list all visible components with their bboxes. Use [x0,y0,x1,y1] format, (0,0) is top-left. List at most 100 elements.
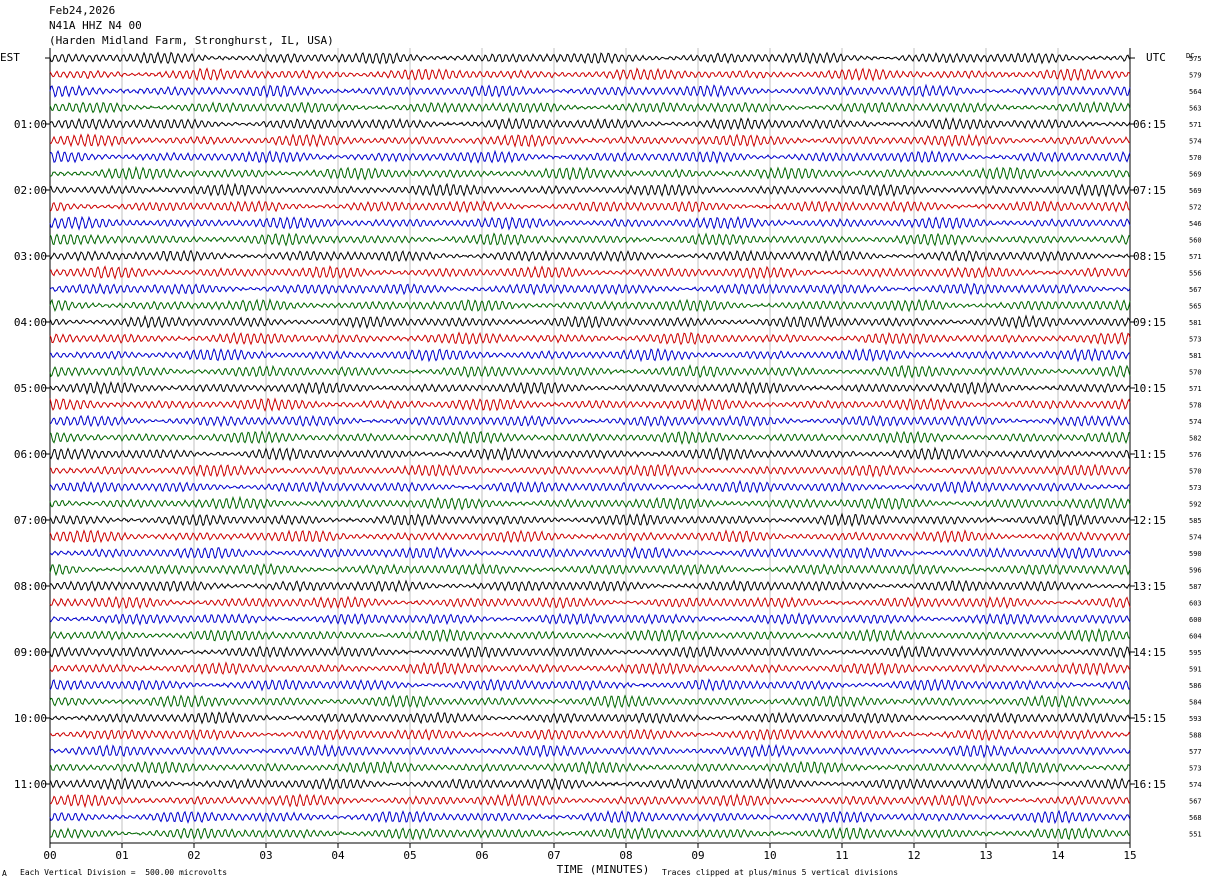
dc-value-label: 577 [1189,748,1202,756]
utc-hour-label: 10:15 [1133,382,1166,395]
x-tick-label: 12 [907,849,920,862]
utc-hour-label: 15:15 [1133,712,1166,725]
est-hour-label: 07:00 [14,514,47,527]
dc-value-label: 571 [1189,385,1202,393]
seismic-trace [49,595,1131,610]
seismic-trace [49,463,1131,478]
dc-value-label: 576 [1189,451,1202,459]
seismic-trace [49,364,1131,379]
x-tick-label: 11 [835,849,848,862]
x-tick-label: 14 [1051,849,1065,862]
seismic-trace [49,249,1131,263]
seismic-trace [49,380,1131,396]
utc-hour-label: 11:15 [1133,448,1166,461]
est-hour-label: 02:00 [14,184,47,197]
dc-value-label: 582 [1189,435,1202,443]
dc-value-label: 567 [1189,286,1202,294]
dc-value-label: 556 [1189,270,1202,278]
dc-value-label: 570 [1189,468,1202,476]
x-tick-label: 02 [187,849,200,862]
seismic-trace [49,165,1131,181]
est-hour-label: 10:00 [14,712,47,725]
dc-value-label: 604 [1189,633,1202,641]
seismic-trace [49,529,1131,544]
est-hour-label: 05:00 [14,382,47,395]
dc-value-label: 560 [1189,237,1202,245]
dc-value-label: 565 [1189,303,1202,311]
dc-value-label: 573 [1189,765,1202,773]
dc-value-label: 578 [1189,402,1202,410]
x-tick-label: 04 [331,849,345,862]
seismic-trace [49,612,1131,626]
dc-value-label: 567 [1189,798,1202,806]
dc-header-label: DC [1186,52,1194,60]
dc-value-label: 563 [1189,105,1202,113]
dc-value-label: 603 [1189,600,1202,608]
dc-value-label: 574 [1189,781,1202,789]
seismic-trace [49,678,1131,692]
seismic-trace [49,51,1131,65]
seismic-trace [49,430,1131,446]
seismic-trace [49,661,1131,677]
x-tick-label: 09 [691,849,704,862]
seismic-trace [49,83,1131,99]
dc-value-label: 573 [1189,336,1202,344]
utc-hour-label: 09:15 [1133,316,1166,329]
dc-value-label: 575 [1189,55,1202,63]
footer-scale-note: Each Vertical Division = 500.00 microvol… [20,868,228,877]
utc-hour-label: 16:15 [1133,778,1166,791]
seismic-trace [49,100,1131,114]
x-tick-label: 08 [619,849,632,862]
seismic-trace [49,149,1131,165]
dc-value-label: 579 [1189,72,1202,80]
est-hour-label: 03:00 [14,250,47,263]
seismic-trace [49,512,1131,528]
utc-zone-label: UTC [1146,51,1166,64]
seismic-trace [49,579,1131,593]
est-hour-label: 06:00 [14,448,47,461]
seismic-trace [49,760,1131,775]
seismic-trace [49,331,1131,346]
seismic-trace [49,479,1131,495]
seismic-trace [49,282,1131,296]
dc-value-label: 595 [1189,649,1202,657]
est-hour-label: 08:00 [14,580,47,593]
dc-value-label: 574 [1189,418,1202,426]
seismic-trace [49,694,1131,709]
utc-hour-label: 14:15 [1133,646,1166,659]
est-zone-label: EST [0,51,20,64]
seismic-trace [49,446,1131,462]
seismic-trace [49,728,1131,742]
utc-hour-label: 07:15 [1133,184,1166,197]
dc-value-label: 581 [1189,352,1202,360]
dc-value-label: 592 [1189,501,1202,509]
seismic-trace [49,495,1131,511]
utc-hour-label: 06:15 [1133,118,1166,131]
dc-value-label: 571 [1189,121,1202,129]
seismic-trace [49,117,1131,131]
dc-value-label: 564 [1189,88,1202,96]
x-tick-label: 03 [259,849,272,862]
dc-value-label: 574 [1189,138,1202,146]
x-tick-label: 01 [115,849,128,862]
dc-value-label: 546 [1189,220,1202,228]
seismic-trace [49,826,1131,841]
dc-value-label: 569 [1189,187,1202,195]
dc-value-label: 573 [1189,484,1202,492]
dc-value-label: 600 [1189,616,1202,624]
grid-lines [45,48,1135,848]
dc-value-label: 593 [1189,715,1202,723]
footer-marker: A [2,869,7,878]
seismic-trace [49,793,1131,809]
header-date: Feb24,2026 [49,4,116,17]
seismic-trace [49,711,1131,725]
seismic-trace [49,200,1131,214]
x-axis-title: TIME (MINUTES) [557,863,650,876]
dc-value-label: 584 [1189,699,1202,707]
dc-value-label: 571 [1189,253,1202,261]
header-station: N41A HHZ N4 00 [49,19,142,32]
est-hour-label: 11:00 [14,778,47,791]
x-tick-label: 13 [979,849,992,862]
seismic-trace [49,215,1131,231]
